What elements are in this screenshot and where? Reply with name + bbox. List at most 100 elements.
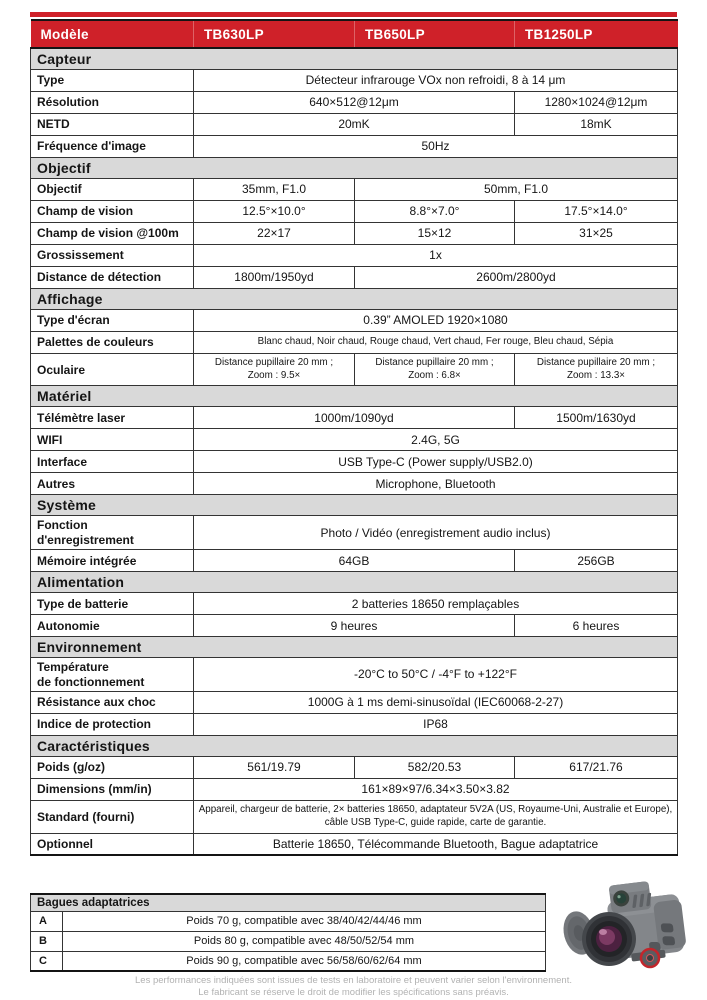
- row-label: Fréquence d'image: [30, 135, 194, 158]
- row-label: Champ de vision @100m: [30, 222, 194, 245]
- footnote-line-1: Les performances indiquées sont issues d…: [135, 975, 572, 986]
- section-row: Matériel: [30, 385, 678, 408]
- spec-value: 35mm, F1.0: [193, 178, 355, 201]
- section-header: Objectif: [30, 157, 678, 179]
- spec-value: 50Hz: [193, 135, 678, 158]
- spec-row: Dimensions (mm/in) 161×89×97/6.34×3.50×3.…: [30, 778, 678, 802]
- row-label: Objectif: [30, 178, 194, 201]
- spec-row: Objectif 35mm, F1.0 50mm, F1.0: [30, 178, 678, 201]
- spec-value: 1800m/1950yd: [193, 266, 355, 289]
- footnote: Les performances indiquées sont issues d…: [0, 975, 707, 999]
- section-header: Matériel: [30, 385, 678, 408]
- adapter-title-row: Bagues adaptatrices: [30, 893, 546, 912]
- section-row: Objectif: [30, 157, 678, 179]
- spec-value: 561/19.79: [193, 756, 355, 780]
- spec-row: Autres Microphone, Bluetooth: [30, 472, 678, 496]
- section-header: Capteur: [30, 47, 678, 70]
- row-label: Oculaire: [30, 352, 194, 387]
- adapter-rings-table: Bagues adaptatrices A Poids 70 g, compatib…: [30, 893, 546, 972]
- footnote-line-2: Le fabricant se réserve le droit de modi…: [198, 986, 509, 998]
- row-label: Optionnel: [30, 832, 194, 856]
- spec-row: Interface USB Type-C (Power supply/USB2.0…: [30, 450, 678, 474]
- row-label: WIFI: [30, 428, 194, 452]
- spec-value: 9 heures: [193, 614, 515, 638]
- section-header: Alimentation: [30, 571, 678, 594]
- adapter-key: A: [30, 910, 63, 932]
- row-label: Mémoire intégrée: [30, 549, 194, 573]
- spec-value: Batterie 18650, Télécommande Bluetooth, …: [193, 832, 678, 856]
- row-label: Résolution: [30, 91, 194, 114]
- spec-value: 17.5°×14.0°: [514, 200, 678, 223]
- row-label: Type de batterie: [30, 592, 194, 616]
- spec-value: IP68: [193, 713, 678, 737]
- spec-value: 64GB: [193, 549, 515, 573]
- spec-row: Fonction d'enregistrement Photo / Vidéo (…: [30, 515, 678, 551]
- adapter-desc: Poids 70 g, compatible avec 38/40/42/44/…: [62, 910, 546, 932]
- row-label: Résistance aux choc: [30, 691, 194, 715]
- spec-value: -20°C to 50°C / -4°F to +122°F: [193, 657, 678, 693]
- adapter-row: B Poids 80 g, compatible avec 48/50/52/54…: [30, 930, 546, 952]
- spec-row: Type d'écran 0.39” AMOLED 1920×1080: [30, 309, 678, 332]
- model-name: TB1250LP: [514, 20, 678, 49]
- spec-table: Modèle TB630LP TB650LP TB1250LP Capteur Type D…: [30, 19, 678, 856]
- spec-value: 0.39” AMOLED 1920×1080: [193, 309, 678, 332]
- model-name: TB650LP: [354, 20, 515, 49]
- spec-row: Oculaire Distance pupillaire 20 mm ; Zoom…: [30, 352, 678, 387]
- spec-value: 6 heures: [514, 614, 678, 638]
- spec-row: Type Détecteur infrarouge VOx non refroid…: [30, 69, 678, 92]
- row-label: Dimensions (mm/in): [30, 778, 194, 802]
- spec-value: 2600m/2800yd: [354, 266, 678, 289]
- spec-row: Résolution 640×512@12μm 1280×1024@12μm: [30, 91, 678, 114]
- spec-value: 1000G à 1 ms demi-sinusoïdal (IEC60068-2…: [193, 691, 678, 715]
- spec-value: 256GB: [514, 549, 678, 573]
- red-dial: [639, 947, 661, 969]
- spec-value: Photo / Vidéo (enregistrement audio incl…: [193, 515, 678, 551]
- adapter-row: A Poids 70 g, compatible avec 38/40/42/44…: [30, 910, 546, 932]
- spec-value: 50mm, F1.0: [354, 178, 678, 201]
- spec-row: Poids (g/oz) 561/19.79 582/20.53 617/21.76: [30, 756, 678, 780]
- spec-value: 31×25: [514, 222, 678, 245]
- spec-value: 617/21.76: [514, 756, 678, 780]
- spec-row: Optionnel Batterie 18650, Télécommande Bl…: [30, 832, 678, 856]
- spec-value: 1000m/1090yd: [193, 406, 515, 430]
- spec-value: 22×17: [193, 222, 355, 245]
- row-label: Température de fonctionnement: [30, 657, 194, 693]
- model-name: TB630LP: [193, 20, 355, 49]
- spec-value: 1280×1024@12μm: [514, 91, 678, 114]
- spec-value: 15×12: [354, 222, 515, 245]
- spec-value: 12.5°×10.0°: [193, 200, 355, 223]
- spec-value: 8.8°×7.0°: [354, 200, 515, 223]
- spec-value: 20mK: [193, 113, 515, 136]
- row-label: Grossissement: [30, 244, 194, 267]
- objective-lens: [582, 912, 636, 966]
- spec-value: Blanc chaud, Noir chaud, Rouge chaud, Ve…: [193, 331, 678, 354]
- spec-value: 1x: [193, 244, 678, 267]
- spec-row: Type de batterie 2 batteries 18650 rempla…: [30, 592, 678, 616]
- row-label: Autonomie: [30, 614, 194, 638]
- spec-row: Autonomie 9 heures 6 heures: [30, 614, 678, 638]
- spec-row: Mémoire intégrée 64GB 256GB: [30, 549, 678, 573]
- spec-row: WIFI 2.4G, 5G: [30, 428, 678, 452]
- spec-row: Indice de protection IP68: [30, 713, 678, 737]
- spec-value: Distance pupillaire 20 mm ; Zoom : 13.3×: [514, 352, 678, 387]
- row-label: Type: [30, 69, 194, 92]
- spec-value: 2 batteries 18650 remplaçables: [193, 592, 678, 616]
- adapter-table-title: Bagues adaptatrices: [30, 893, 546, 912]
- row-label: Type d'écran: [30, 309, 194, 332]
- top-accent-bar: [30, 12, 677, 17]
- row-label: NETD: [30, 113, 194, 136]
- spec-value: 18mK: [514, 113, 678, 136]
- adapter-desc: Poids 90 g, compatible avec 56/58/60/62/…: [62, 950, 546, 972]
- model-column-label: Modèle: [30, 20, 194, 49]
- spec-row: Température de fonctionnement -20°C to 50…: [30, 657, 678, 693]
- adapter-key: C: [30, 950, 63, 972]
- adapter-desc: Poids 80 g, compatible avec 48/50/52/54 …: [62, 930, 546, 952]
- row-label: Télémètre laser: [30, 406, 194, 430]
- section-header: Affichage: [30, 288, 678, 310]
- spec-row: NETD 20mK 18mK: [30, 113, 678, 136]
- section-header: Système: [30, 494, 678, 517]
- spec-value: Distance pupillaire 20 mm ; Zoom : 6.8×: [354, 352, 515, 387]
- spec-value: Détecteur infrarouge VOx non refroidi, 8…: [193, 69, 678, 92]
- section-header: Environnement: [30, 636, 678, 659]
